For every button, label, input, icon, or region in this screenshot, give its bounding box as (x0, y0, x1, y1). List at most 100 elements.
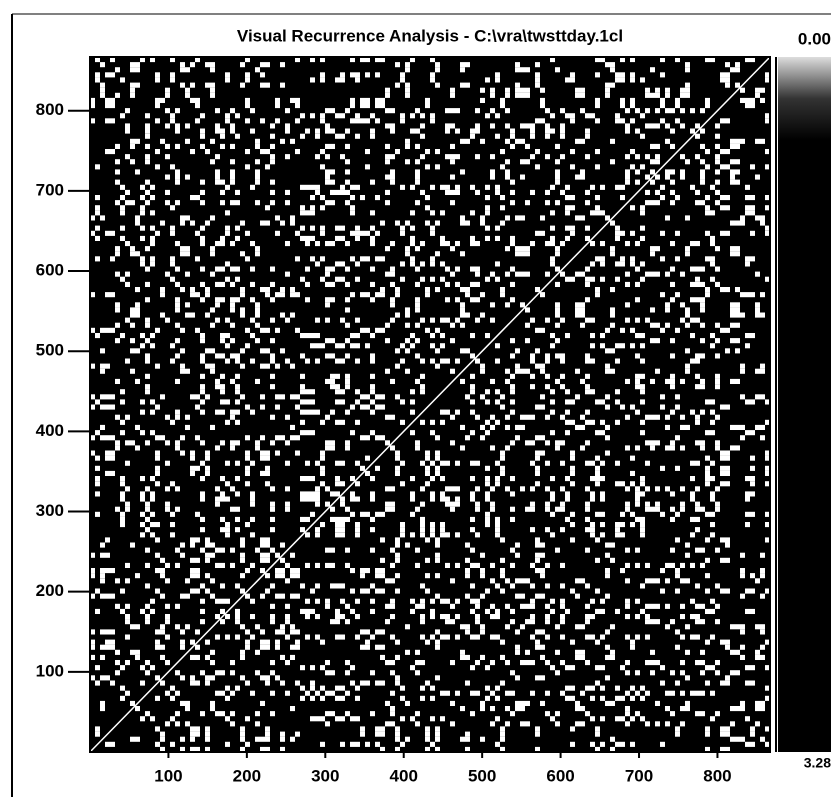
texture-cell (535, 118, 540, 124)
texture-cell (260, 629, 265, 635)
texture-cell (690, 496, 695, 502)
texture-cell (545, 373, 550, 379)
texture-cell (130, 307, 135, 313)
texture-cell (720, 230, 725, 236)
texture-cell (485, 496, 490, 502)
texture-cell (120, 184, 125, 190)
texture-cell (600, 276, 605, 282)
texture-cell (555, 251, 560, 257)
texture-cell (625, 506, 630, 512)
texture-cell (310, 695, 315, 701)
texture-cell (560, 501, 565, 507)
texture-cell (90, 644, 95, 650)
texture-cell (515, 675, 520, 681)
texture-cell (210, 322, 215, 328)
texture-cell (150, 210, 155, 216)
texture-cell (685, 246, 690, 252)
texture-cell (90, 118, 95, 124)
texture-cell (750, 481, 755, 487)
texture-cell (200, 113, 205, 119)
texture-cell (410, 491, 415, 497)
texture-cell (320, 205, 325, 211)
texture-cell (235, 235, 240, 242)
texture-cell (350, 496, 355, 502)
texture-cell (640, 235, 645, 242)
texture-cell (490, 414, 495, 420)
texture-cell (375, 568, 380, 574)
texture-cell (245, 716, 250, 722)
texture-cell (225, 634, 230, 640)
texture-cell (250, 241, 255, 247)
texture-cell (370, 353, 375, 359)
texture-cell (125, 414, 130, 420)
texture-cell (670, 179, 675, 185)
texture-cell (275, 292, 280, 298)
texture-cell (115, 378, 120, 385)
texture-cell (420, 189, 425, 196)
texture-cell (105, 741, 110, 747)
texture-cell (585, 603, 590, 609)
texture-cell (150, 184, 155, 190)
texture-cell (690, 266, 695, 272)
texture-cell (655, 700, 660, 707)
texture-cell (725, 348, 730, 354)
texture-cell (375, 680, 380, 686)
texture-cell (585, 486, 590, 492)
texture-cell (495, 460, 500, 466)
texture-cell (210, 82, 215, 88)
texture-cell (285, 440, 290, 446)
texture-cell (140, 343, 145, 349)
texture-cell (640, 113, 645, 119)
texture-cell (530, 128, 535, 134)
x-tick-label: 600 (546, 766, 574, 785)
texture-cell (695, 516, 700, 523)
texture-cell (390, 578, 395, 584)
texture-cell (290, 138, 295, 144)
texture-cell (745, 57, 750, 63)
texture-cell (735, 143, 740, 150)
texture-cell (625, 690, 630, 696)
texture-cell (735, 220, 740, 226)
texture-cell (150, 256, 155, 262)
texture-cell (170, 532, 175, 538)
texture-cell (685, 251, 690, 257)
texture-cell (665, 624, 670, 630)
texture-cell (480, 706, 485, 712)
texture-cell (665, 690, 670, 696)
texture-cell (405, 700, 410, 707)
texture-cell (610, 654, 615, 661)
texture-cell (390, 690, 395, 696)
texture-cell (405, 307, 410, 313)
texture-cell (620, 327, 625, 333)
texture-cell (700, 179, 705, 185)
texture-cell (470, 665, 475, 671)
texture-cell (235, 358, 240, 364)
texture-cell (745, 588, 750, 594)
texture-cell (200, 179, 205, 185)
texture-cell (355, 333, 360, 339)
texture-cell (595, 256, 600, 262)
texture-cell (535, 348, 540, 354)
texture-cell (520, 67, 525, 73)
texture-cell (330, 241, 335, 247)
texture-cell (95, 210, 100, 216)
texture-cell (505, 721, 510, 727)
texture-cell (265, 62, 270, 68)
texture-cell (485, 419, 490, 425)
texture-cell (385, 578, 390, 584)
texture-cell (330, 506, 335, 512)
texture-cell (500, 292, 505, 298)
texture-cell (545, 501, 550, 507)
texture-cell (190, 731, 195, 737)
texture-cell (265, 746, 270, 753)
texture-cell (270, 189, 275, 196)
texture-cell (605, 675, 610, 681)
texture-cell (730, 736, 735, 742)
texture-cell (360, 118, 365, 124)
texture-cell (425, 164, 430, 170)
texture-cell (330, 338, 335, 344)
texture-cell (680, 87, 685, 93)
texture-cell (310, 665, 315, 671)
texture-cell (675, 435, 680, 441)
texture-cell (650, 649, 655, 655)
